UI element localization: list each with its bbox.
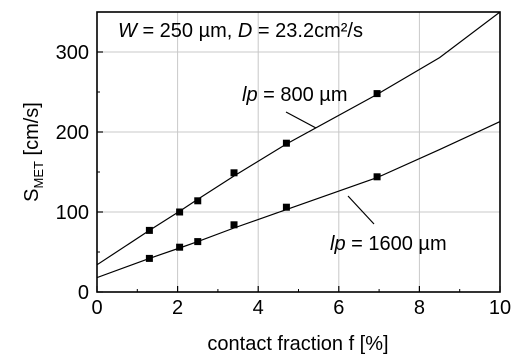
series-label-1600: lp = 1600 µm xyxy=(330,233,447,255)
fit-line-series-0 xyxy=(97,12,500,266)
series-label-800: lp = 800 µm xyxy=(242,84,347,106)
data-point-series-0 xyxy=(373,90,381,98)
x-tick-label: 8 xyxy=(414,297,425,319)
grid xyxy=(97,12,500,292)
x-tick-label: 6 xyxy=(333,297,344,319)
data-point-series-0 xyxy=(176,208,184,216)
leader-line-1600 xyxy=(347,195,375,225)
data-markers xyxy=(145,90,381,262)
y-tick-label: 200 xyxy=(56,122,89,144)
data-point-series-1 xyxy=(145,254,153,262)
y-tick-label: 300 xyxy=(56,42,89,64)
data-point-series-1 xyxy=(194,238,202,246)
data-point-series-1 xyxy=(230,221,238,229)
y-tick-label: 100 xyxy=(56,202,89,224)
data-point-series-1 xyxy=(373,173,381,181)
data-point-series-0 xyxy=(194,197,202,205)
x-tick-label: 4 xyxy=(253,297,264,319)
data-point-series-0 xyxy=(145,226,153,234)
data-point-series-1 xyxy=(282,203,290,211)
plot-frame xyxy=(96,11,501,293)
data-point-series-0 xyxy=(282,139,290,147)
data-point-series-0 xyxy=(230,169,238,177)
x-axis-title: contact fraction f [%] xyxy=(207,333,388,355)
parameters-annotation: W = 250 µm, D = 23.2cm²/s xyxy=(118,20,363,42)
x-tick-label: 10 xyxy=(489,297,511,319)
y-axis-title: SMET [cm/s] xyxy=(21,102,46,202)
leader-line-800 xyxy=(285,111,317,129)
data-point-series-1 xyxy=(176,243,184,251)
x-tick-label: 0 xyxy=(91,297,102,319)
y-tick-label: 0 xyxy=(78,282,89,304)
x-tick-label: 2 xyxy=(172,297,183,319)
